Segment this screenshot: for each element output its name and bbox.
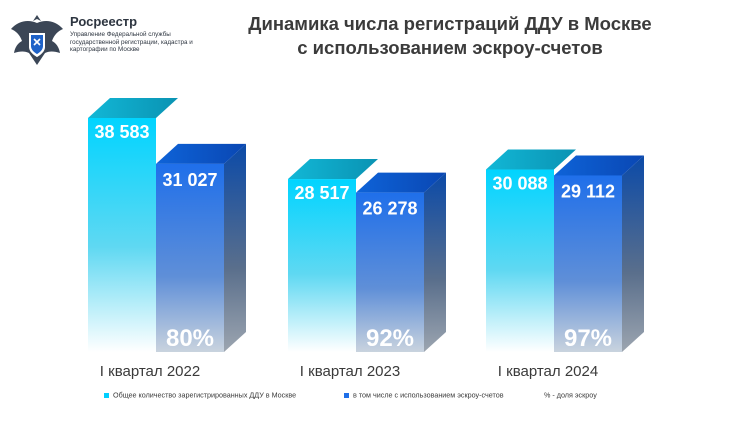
legend-label-total: Общее количество зарегистрированных ДДУ … [113, 390, 297, 400]
bar-total-1 [288, 179, 356, 352]
legend-percent-note: % - доля эскроу [544, 390, 597, 400]
bar-escrow-top-1 [356, 172, 446, 193]
percent-label-0: 80% [166, 325, 214, 352]
category-label-1: I квартал 2023 [300, 363, 400, 380]
org-description: Управление Федеральной службы государств… [70, 31, 193, 54]
legend-item-total: Общее количество зарегистрированных ДДУ … [104, 390, 296, 400]
value-label-total-0: 38 583 [94, 122, 149, 142]
legend-label-escrow: в том числе с использованием эскроу-счет… [353, 390, 504, 400]
value-label-escrow-1: 26 278 [362, 199, 417, 219]
bar-total-top-0 [88, 98, 178, 118]
bar-escrow-0 [156, 163, 224, 352]
bar-total-2 [486, 169, 554, 352]
bar-total-0 [88, 118, 156, 352]
percent-label-2: 97% [564, 325, 612, 352]
chart-title: Динамика числа регистраций ДДУ в Москве … [210, 12, 690, 60]
bar-escrow-side-2 [622, 155, 644, 352]
value-label-escrow-0: 31 027 [162, 170, 217, 190]
legend-item-percent-note: % - доля эскроу [544, 390, 597, 400]
value-label-escrow-2: 29 112 [561, 181, 615, 201]
percent-label-1: 92% [366, 325, 414, 352]
chart-title-line-1: Динамика числа регистраций ДДУ в Москве [248, 13, 652, 34]
bar-escrow-top-2 [554, 155, 644, 176]
value-label-total-1: 28 517 [294, 183, 349, 203]
rosreestr-emblem-icon [11, 15, 63, 65]
category-label-0: I квартал 2022 [100, 363, 200, 380]
chart-title-line-2: с использованием эскроу-счетов [297, 37, 603, 58]
legend-swatch-escrow [344, 392, 349, 398]
bar-total-top-2 [486, 149, 576, 170]
org-name: Росреестр [70, 14, 138, 29]
legend-swatch-total [104, 392, 109, 398]
category-label-2: I квартал 2024 [498, 363, 598, 380]
bar-escrow-top-0 [156, 143, 246, 164]
bar-escrow-2 [554, 175, 622, 352]
value-label-total-2: 30 088 [492, 174, 547, 194]
bar-escrow-side-1 [424, 172, 446, 352]
bar-escrow-side-0 [224, 143, 246, 352]
bar-total-top-1 [288, 159, 378, 180]
legend-item-escrow: в том числе с использованием эскроу-счет… [344, 390, 504, 400]
bar-escrow-1 [356, 192, 424, 352]
